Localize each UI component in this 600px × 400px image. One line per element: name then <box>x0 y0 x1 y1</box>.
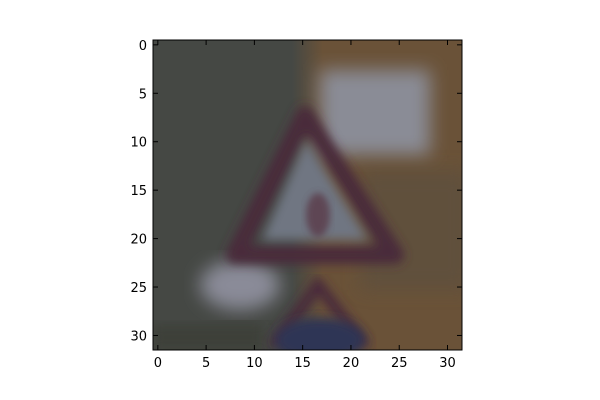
x-tick-label: 0 <box>154 356 162 371</box>
axes-frame <box>152 39 463 351</box>
y-tick-label: 5 <box>139 87 147 102</box>
y-tick-label: 30 <box>130 329 147 344</box>
image-content <box>153 70 462 350</box>
x-tick-label: 20 <box>343 356 360 371</box>
y-tick-label: 0 <box>139 39 147 54</box>
y-axis: 0 5 10 15 20 25 30 <box>130 39 462 344</box>
y-tick-label: 10 <box>130 136 147 151</box>
sign-panel <box>320 70 430 155</box>
sign-triangle-border <box>226 106 404 264</box>
sign-symbol <box>306 193 330 237</box>
bottom-blue-shape <box>275 318 365 350</box>
x-tick-label: 5 <box>202 356 210 371</box>
y-tick-label: 20 <box>130 233 147 248</box>
lower-bright-patch <box>200 260 280 310</box>
sign-triangle-interior <box>262 140 368 240</box>
image-plot <box>153 40 462 350</box>
bottom-left-strip <box>153 325 263 350</box>
x-tick-label: 25 <box>391 356 408 371</box>
x-tick-label: 15 <box>294 356 311 371</box>
y-tick-label: 25 <box>130 281 147 296</box>
x-tick-label: 10 <box>246 356 263 371</box>
x-axis: 0 5 10 15 20 25 30 <box>154 40 456 371</box>
y-tick-label: 15 <box>130 184 147 199</box>
x-tick-label: 30 <box>439 356 456 371</box>
